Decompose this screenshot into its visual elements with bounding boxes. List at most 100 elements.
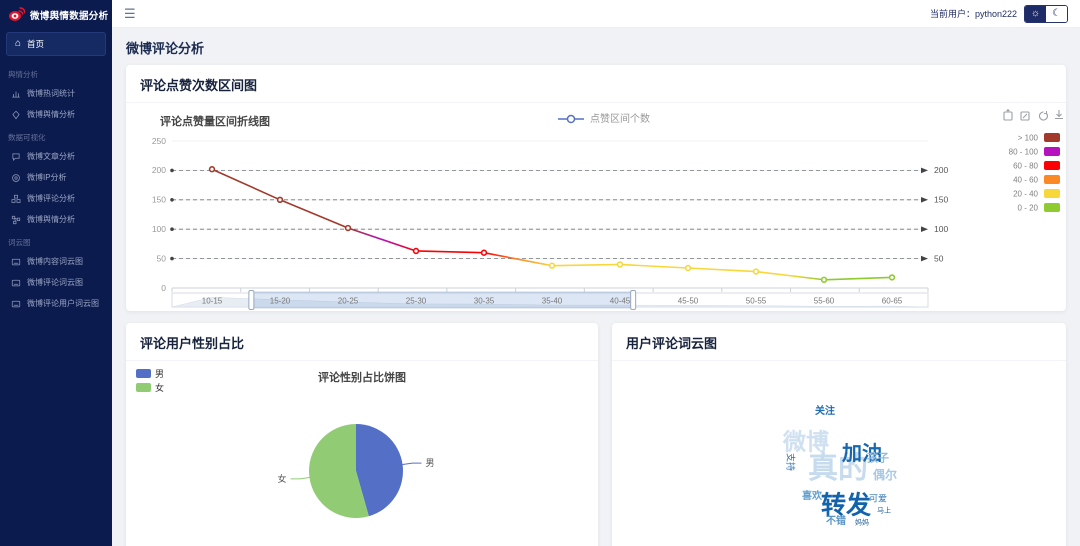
datazoom-window[interactable] — [251, 291, 634, 309]
wordcloud-word[interactable]: 偶尔 — [872, 468, 898, 482]
data-point[interactable] — [684, 264, 692, 272]
theme-toggle: ☼ ☾ — [1024, 4, 1068, 23]
svg-text:150: 150 — [934, 195, 948, 205]
light-theme-button[interactable]: ☼ — [1025, 5, 1046, 22]
wordcloud-panel: 用户评论词云图 真的 微博 转发 加油 关注 孩子 偶尔 喜欢 可爱 不错 马上 妈妈 支持 — [612, 323, 1066, 546]
visualmap-piece[interactable]: 40 - 60 — [1013, 175, 1060, 185]
card-icon — [11, 278, 21, 288]
svg-text:> 100: > 100 — [1018, 134, 1039, 143]
wordcloud-word[interactable]: 喜欢 — [802, 491, 822, 502]
toolbox-save-image-icon[interactable] — [1055, 110, 1063, 120]
data-point[interactable] — [412, 247, 420, 255]
datazoom-handle[interactable] — [248, 290, 255, 310]
wordcloud-word[interactable]: 孩子 — [867, 452, 889, 465]
dark-theme-button[interactable]: ☾ — [1046, 5, 1067, 22]
visualmap-piece[interactable]: 20 - 40 — [1013, 189, 1060, 199]
svg-text:男: 男 — [155, 369, 164, 379]
sidebar-item-comment-user-wordcloud[interactable]: 微博评论用户词云图 — [0, 293, 112, 314]
sidebar-item-comment-analysis[interactable]: 微博评论分析 — [0, 188, 112, 209]
sidebar: 微博舆情数据分析 ⌂ 首页 舆情分析 微博热词统计 微博舆情分析 数据可视化 微… — [0, 0, 112, 546]
x-axis-label: 15-20 — [270, 297, 291, 306]
x-axis-label: 30-35 — [474, 297, 495, 306]
x-axis-label: 40-45 — [610, 297, 631, 306]
data-point[interactable] — [276, 196, 284, 204]
pie-slice[interactable] — [309, 424, 369, 518]
wordcloud-word[interactable]: 转发 — [820, 491, 872, 520]
wordcloud-word[interactable]: 加油 — [842, 443, 882, 465]
data-point[interactable] — [616, 261, 624, 268]
datazoom-handle[interactable] — [630, 290, 637, 310]
wordcloud-word[interactable]: 不错 — [826, 516, 846, 527]
data-point[interactable] — [888, 274, 896, 281]
data-point[interactable] — [208, 166, 216, 173]
line-segment — [687, 267, 757, 273]
line-segment — [619, 263, 689, 269]
wordcloud-word[interactable]: 真的 — [808, 452, 868, 485]
current-user-text: 当前用户：python222 — [930, 7, 1017, 20]
wordcloud-word[interactable]: 妈妈 — [855, 519, 869, 527]
comment-wordcloud[interactable]: 真的 微博转发 加油 关注孩子偶尔喜欢 可爱不错 马上 妈妈 支持 — [612, 361, 1066, 546]
sidebar-item-label: 微博IP分析 — [27, 173, 67, 182]
sidebar-item-article-analysis[interactable]: 微博文章分析 — [0, 146, 112, 167]
sidebar-item-sentiment-analysis-2[interactable]: 微博舆情分析 — [0, 209, 112, 230]
sun-icon: ☼ — [1030, 8, 1041, 19]
line-segment — [415, 250, 485, 254]
visualmap-piece[interactable]: 0 - 20 — [1018, 203, 1060, 213]
pie-legend-item[interactable]: 男 — [136, 369, 164, 379]
tag-icon — [11, 110, 21, 120]
current-user-label: 当前用户： — [929, 9, 975, 19]
sidebar-item-label: 微博热词统计 — [27, 89, 75, 98]
toolbox-datazoom-icon[interactable] — [1003, 109, 1013, 121]
pie-chart-title: 评论性别占比饼图 — [318, 370, 406, 384]
visualmap-piece[interactable]: 80 - 100 — [1009, 147, 1060, 157]
chart-legend[interactable]: 点赞区间个数 — [558, 112, 650, 125]
sidebar-item-content-wordcloud[interactable]: 微博内容词云图 — [0, 251, 112, 272]
data-point[interactable] — [752, 268, 760, 275]
pie-label-line — [402, 462, 422, 466]
card-icon — [11, 257, 21, 267]
data-point[interactable] — [820, 276, 828, 283]
wordcloud-word[interactable]: 可爱 — [868, 493, 888, 504]
svg-text:100: 100 — [934, 224, 948, 234]
likes-panel-title: 评论点赞次数区间图 — [126, 65, 1066, 103]
weibo-logo-icon — [9, 7, 25, 21]
likes-interval-panel: 评论点赞次数区间图 评论点赞量区间折线图 点赞区间个数 > 100 80 - 1… — [126, 65, 1066, 311]
app-logo: 微博舆情数据分析 — [0, 0, 112, 28]
likes-line-chart[interactable]: 评论点赞量区间折线图 点赞区间个数 > 100 80 - 100 60 - 80… — [126, 103, 1066, 318]
wordcloud-word[interactable]: 微博 — [783, 428, 829, 455]
sidebar-item-comment-wordcloud[interactable]: 微博评论词云图 — [0, 272, 112, 293]
sidebar-item-label: 微博评论用户词云图 — [27, 299, 99, 308]
app-title: 微博舆情数据分析 — [30, 10, 109, 22]
toolbox-refresh-icon[interactable] — [1038, 111, 1048, 121]
datazoom-slider[interactable] — [171, 290, 929, 310]
line-segment — [755, 270, 825, 281]
wordcloud-word[interactable]: 马上 — [877, 507, 891, 515]
data-point[interactable] — [344, 224, 352, 232]
sidebar-section-visualization: 数据可视化 — [8, 133, 46, 142]
sidebar-item-sentiment-analysis[interactable]: 微博舆情分析 — [0, 104, 112, 125]
pie-slice[interactable] — [356, 424, 403, 517]
user-area: 当前用户：python222 ☼ ☾ — [930, 4, 1068, 23]
markline: 50 — [170, 253, 944, 263]
x-axis-label: 20-25 — [338, 297, 359, 306]
visualmap-piece[interactable]: 60 - 80 — [1013, 161, 1060, 171]
pie-label: 女 — [278, 473, 287, 484]
toolbox-restore-zoom-icon[interactable] — [1020, 111, 1030, 121]
wordcloud-word[interactable]: 关注 — [815, 406, 835, 417]
data-point[interactable] — [548, 262, 556, 269]
sidebar-item-home[interactable]: ⌂ 首页 — [6, 32, 106, 56]
pie-legend-item[interactable]: 女 — [136, 382, 164, 393]
svg-text:50: 50 — [934, 253, 944, 263]
sidebar-item-ip-analysis[interactable]: 微博IP分析 — [0, 167, 112, 188]
y-axis-label: 0 — [161, 283, 166, 293]
visualmap-piece[interactable]: > 100 — [1018, 133, 1060, 143]
menu-toggle-icon[interactable]: ☰ — [124, 6, 136, 21]
gender-pie-chart[interactable]: 评论性别占比饼图 男 女男女 — [126, 361, 598, 546]
sidebar-item-hot-words[interactable]: 微博热词统计 — [0, 83, 112, 104]
markline: 100 — [170, 224, 948, 234]
svg-text:女: 女 — [155, 382, 164, 393]
svg-text:40 - 60: 40 - 60 — [1013, 176, 1038, 185]
wordcloud-word[interactable]: 支持 — [785, 452, 796, 472]
svg-text:0 - 20: 0 - 20 — [1018, 204, 1039, 213]
data-point[interactable] — [480, 249, 488, 256]
